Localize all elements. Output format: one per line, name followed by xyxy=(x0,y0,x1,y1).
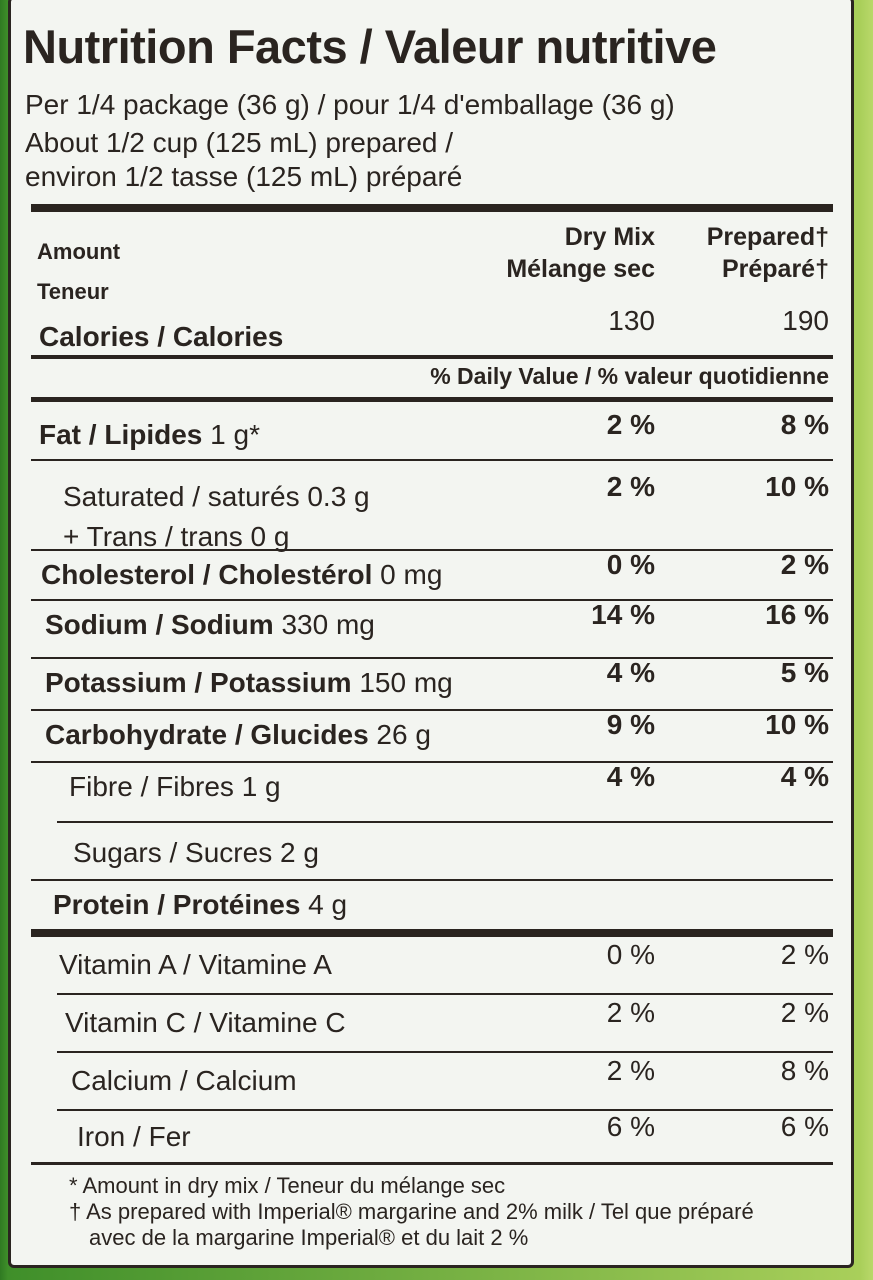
label-title: Nutrition Facts / Valeur nutritive xyxy=(23,20,717,73)
divider xyxy=(31,599,833,601)
divider xyxy=(31,1162,833,1165)
nutrient-amount: Fibre / Fibres 1 g xyxy=(69,771,281,802)
divider xyxy=(31,761,833,763)
nutrient-row: Protein / Protéines 4 g xyxy=(53,889,347,921)
nutrient-dry-dv: 2 % xyxy=(606,471,655,502)
nutrient-amount: 1 g* xyxy=(202,419,260,450)
nutrient-row: Fibre / Fibres 1 g xyxy=(69,771,281,803)
nutrient-name: Carbohydrate / Glucides xyxy=(45,719,369,750)
divider xyxy=(57,993,833,995)
nutrient-prepared-dv: 2 % xyxy=(780,549,829,580)
nutrient-prepared-dv: 8 % xyxy=(780,409,829,440)
footnote: avec de la margarine Imperial® et du lai… xyxy=(89,1225,529,1250)
divider xyxy=(31,355,833,359)
vitamin-name: Vitamin C / Vitamine C xyxy=(65,1007,346,1038)
nutrient-name: Cholesterol / Cholestérol xyxy=(41,559,373,590)
nutrient-dry-dv: 2 % xyxy=(606,409,655,440)
vitamin-prepared-dv: 6 % xyxy=(780,1111,829,1142)
vitamin-prepared-dv: 8 % xyxy=(780,1055,829,1086)
nutrient-prepared-dv: 10 % xyxy=(765,709,829,740)
divider xyxy=(31,929,833,937)
serving-line: About 1/2 cup (125 mL) prepared / xyxy=(25,127,454,158)
nutrient-amount: 330 mg xyxy=(273,609,375,640)
nutrient-amount: 4 g xyxy=(300,889,348,920)
amount-label: Amount xyxy=(37,239,121,264)
nutrient-amount: Saturated / saturés 0.3 g xyxy=(63,481,370,512)
nutrient-amount: 26 g xyxy=(368,719,431,750)
nutrient-amount: 0 mg xyxy=(372,559,443,590)
nutrient-dry-dv: 9 % xyxy=(606,709,655,740)
nutrient-prepared-dv: 5 % xyxy=(780,657,829,688)
vitamin-name: Iron / Fer xyxy=(77,1121,191,1152)
nutrient-row: Potassium / Potassium 150 mg xyxy=(45,667,453,699)
daily-value-header: % Daily Value / % valeur quotidienne xyxy=(430,363,829,389)
divider xyxy=(57,1109,833,1111)
vitamin-prepared-dv: 2 % xyxy=(780,939,829,970)
nutrient-row: Sodium / Sodium 330 mg xyxy=(45,609,375,641)
nutrient-amount: Sugars / Sucres 2 g xyxy=(73,837,319,868)
divider xyxy=(57,1051,833,1053)
calories-dry: 130 xyxy=(608,305,655,336)
serving-line: Per 1/4 package (36 g) / pour 1/4 d'emba… xyxy=(25,89,675,120)
vitamin-dry-dv: 0 % xyxy=(606,939,655,970)
footnote: * Amount in dry mix / Teneur du mélange … xyxy=(69,1173,506,1198)
vitamin-dry-dv: 2 % xyxy=(606,997,655,1028)
nutrient-amount: 150 mg xyxy=(351,667,453,698)
nutrient-prepared-dv: 4 % xyxy=(780,761,829,792)
nutrient-row: Saturated / saturés 0.3 g xyxy=(63,481,370,513)
col-prepared-fr: Préparé† xyxy=(721,255,829,283)
nutrient-prepared-dv: 10 % xyxy=(765,471,829,502)
divider xyxy=(31,657,833,659)
col-prepared-en: Prepared† xyxy=(706,223,829,251)
nutrient-dry-dv: 4 % xyxy=(606,657,655,688)
serving-line: environ 1/2 tasse (125 mL) préparé xyxy=(25,161,463,192)
divider xyxy=(31,709,833,711)
nutrient-dry-dv: 0 % xyxy=(606,549,655,580)
divider xyxy=(31,397,833,402)
nutrient-dry-dv: 14 % xyxy=(591,599,655,630)
divider xyxy=(57,821,833,823)
vitamin-dry-dv: 6 % xyxy=(606,1111,655,1142)
nutrient-row: Cholesterol / Cholestérol 0 mg xyxy=(41,559,442,591)
nutrient-dry-dv: 4 % xyxy=(606,761,655,792)
calories-label: Calories / Calories xyxy=(39,321,284,352)
nutrient-prepared-dv: 16 % xyxy=(765,599,829,630)
col-dry-fr: Mélange sec xyxy=(506,255,655,283)
nutrition-label: Nutrition Facts / Valeur nutritive Per 1… xyxy=(8,0,854,1268)
nutrient-row: Sugars / Sucres 2 g xyxy=(73,837,319,869)
vitamin-name: Vitamin A / Vitamine A xyxy=(59,949,332,980)
vitamin-name: Calcium / Calcium xyxy=(71,1065,297,1096)
divider xyxy=(31,879,833,881)
vitamin-prepared-dv: 2 % xyxy=(780,997,829,1028)
col-dry-en: Dry Mix xyxy=(564,223,655,251)
nutrient-amount: + Trans / trans 0 g xyxy=(63,521,290,552)
calories-prepared: 190 xyxy=(782,305,829,336)
teneur-label: Teneur xyxy=(37,279,109,304)
divider xyxy=(31,204,833,212)
nutrient-name: Sodium / Sodium xyxy=(45,609,274,640)
nutrient-name: Protein / Protéines xyxy=(53,889,301,920)
nutrient-row: + Trans / trans 0 g xyxy=(63,521,289,553)
divider xyxy=(31,549,833,551)
nutrient-name: Fat / Lipides xyxy=(39,419,203,450)
nutrient-row: Fat / Lipides 1 g* xyxy=(39,419,260,451)
nutrient-row: Carbohydrate / Glucides 26 g xyxy=(45,719,431,751)
divider xyxy=(31,459,833,461)
nutrient-name: Potassium / Potassium xyxy=(45,667,352,698)
footnote: † As prepared with Imperial® margarine a… xyxy=(69,1199,754,1224)
vitamin-dry-dv: 2 % xyxy=(606,1055,655,1086)
